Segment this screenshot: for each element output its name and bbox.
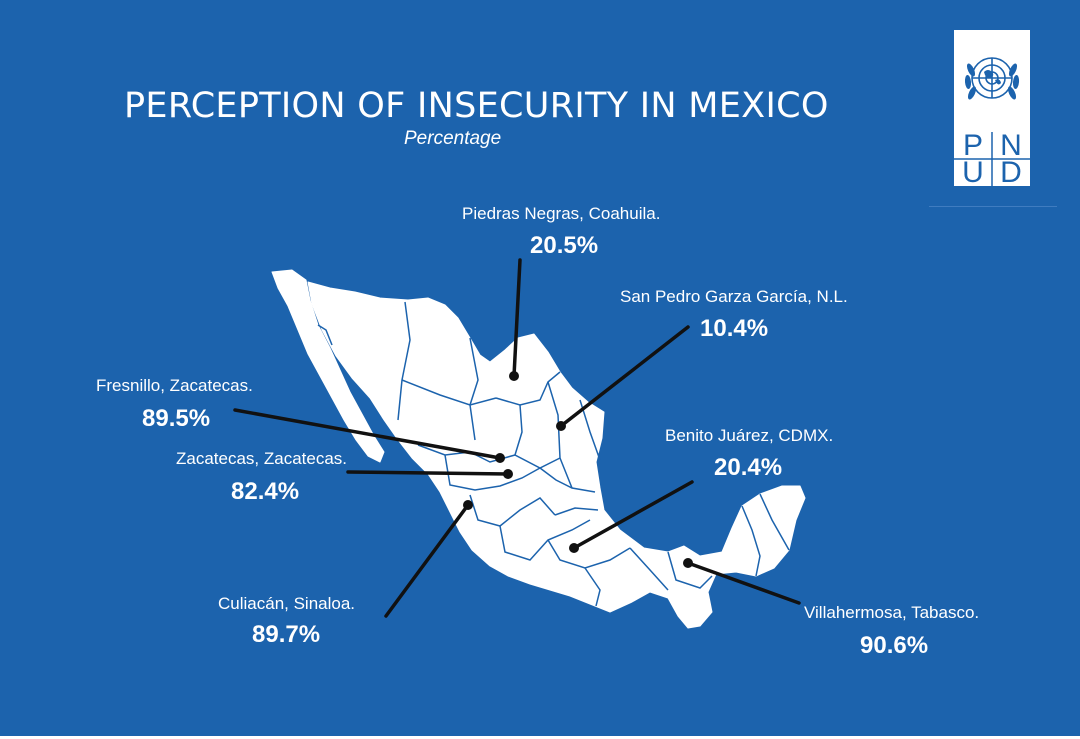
label-city-culiacan: Culiacán, Sinaloa.	[218, 594, 356, 613]
marker-fresnillo	[495, 453, 505, 463]
page-title: PERCEPTION OF INSECURITY IN MEXICO	[124, 86, 829, 126]
leader-san-pedro	[559, 325, 690, 428]
logo-letter-grid: P N U D	[954, 129, 1030, 189]
label-value-zacatecas: 82.4%	[231, 478, 300, 505]
label-value-culiacan: 89.7%	[252, 621, 321, 648]
state-borders	[317, 301, 790, 607]
label-city-villahermosa: Villahermosa, Tabasco.	[804, 603, 980, 622]
label-city-piedras-negras: Piedras Negras, Coahuila.	[462, 204, 661, 223]
label-city-benito-juarez: Benito Juárez, CDMX.	[665, 426, 834, 445]
leader-fresnillo	[233, 408, 502, 460]
leader-piedras-negras	[512, 258, 522, 378]
baja-california	[271, 269, 385, 463]
leader-zacatecas	[346, 470, 510, 476]
leader-villahermosa	[686, 561, 801, 605]
logo-divider	[929, 206, 1057, 207]
label-value-fresnillo: 89.5%	[142, 405, 211, 432]
marker-piedras-negras	[509, 371, 519, 381]
marker-san-pedro	[556, 421, 566, 431]
label-value-san-pedro: 10.4%	[700, 315, 769, 342]
pnud-logo: P N U D	[954, 30, 1030, 189]
logo-letter-p: P	[962, 129, 983, 162]
leader-benito-juarez	[572, 480, 694, 550]
logo-letter-u: U	[962, 156, 984, 189]
label-value-piedras-negras: 20.5%	[530, 232, 599, 259]
un-emblem-icon	[964, 57, 1020, 100]
label-city-fresnillo: Fresnillo, Zacatecas.	[96, 376, 253, 395]
marker-benito-juarez	[569, 543, 579, 553]
marker-zacatecas	[503, 469, 513, 479]
logo-letter-n: N	[1000, 129, 1022, 162]
label-value-benito-juarez: 20.4%	[714, 454, 783, 481]
label-value-villahermosa: 90.6%	[860, 632, 929, 659]
label-city-san-pedro: San Pedro Garza García, N.L.	[620, 287, 848, 306]
page-subtitle: Percentage	[404, 128, 502, 149]
bottom-edge	[0, 736, 1080, 739]
marker-villahermosa	[683, 558, 693, 568]
leader-culiacan	[384, 503, 470, 618]
marker-culiacan	[463, 500, 473, 510]
logo-letter-d: D	[1000, 156, 1022, 189]
logo-grid-lines	[954, 132, 1030, 186]
label-city-zacatecas: Zacatecas, Zacatecas.	[176, 449, 348, 468]
